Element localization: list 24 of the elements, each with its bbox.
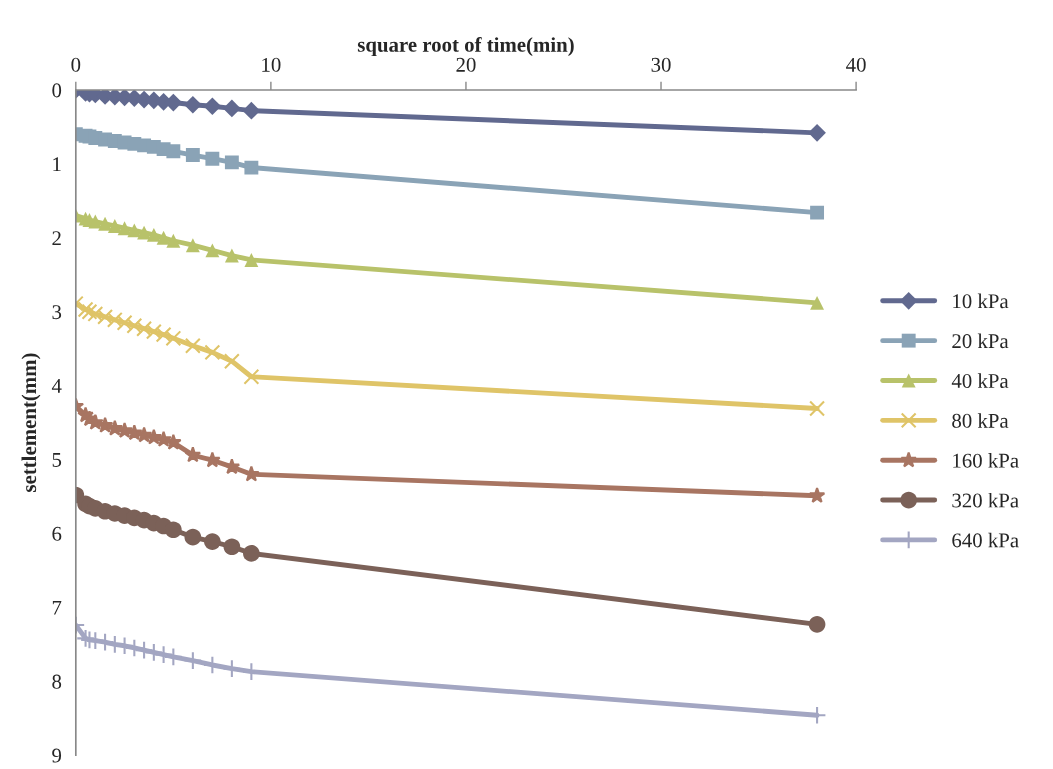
y-tick-label: 3 xyxy=(52,305,62,320)
x-axis-title: square root of time(min) xyxy=(357,36,574,57)
y-axis-title: settlement(mm) xyxy=(21,353,41,492)
y-tick-label: 1 xyxy=(53,157,61,172)
legend-label: 160 kPa xyxy=(953,453,1019,468)
y-tick-label: 2 xyxy=(52,231,61,246)
legend-label: 40 kPa xyxy=(951,373,1009,388)
legend-label: 20 kPa xyxy=(952,333,1009,349)
legend-label: 80 kPa xyxy=(952,413,1009,428)
legend-label: 320 kPa xyxy=(952,492,1019,508)
legend-label: 10 kPa xyxy=(953,293,1009,309)
y-tick-label: 4 xyxy=(51,379,62,393)
x-tick-label: 0 xyxy=(71,57,81,72)
x-tick-label: 10 xyxy=(262,57,281,72)
y-tick-label: 6 xyxy=(52,526,62,541)
y-tick-label: 5 xyxy=(52,453,62,467)
y-tick-label: 7 xyxy=(52,600,62,615)
y-tick-label: 8 xyxy=(52,674,62,689)
y-tick-label: 9 xyxy=(52,748,62,763)
x-tick-label: 40 xyxy=(846,57,866,72)
x-tick-label: 20 xyxy=(456,57,476,72)
y-tick-label: 0 xyxy=(52,83,62,98)
legend-label: 640 kPa xyxy=(952,532,1019,548)
x-tick-label: 30 xyxy=(651,57,671,72)
